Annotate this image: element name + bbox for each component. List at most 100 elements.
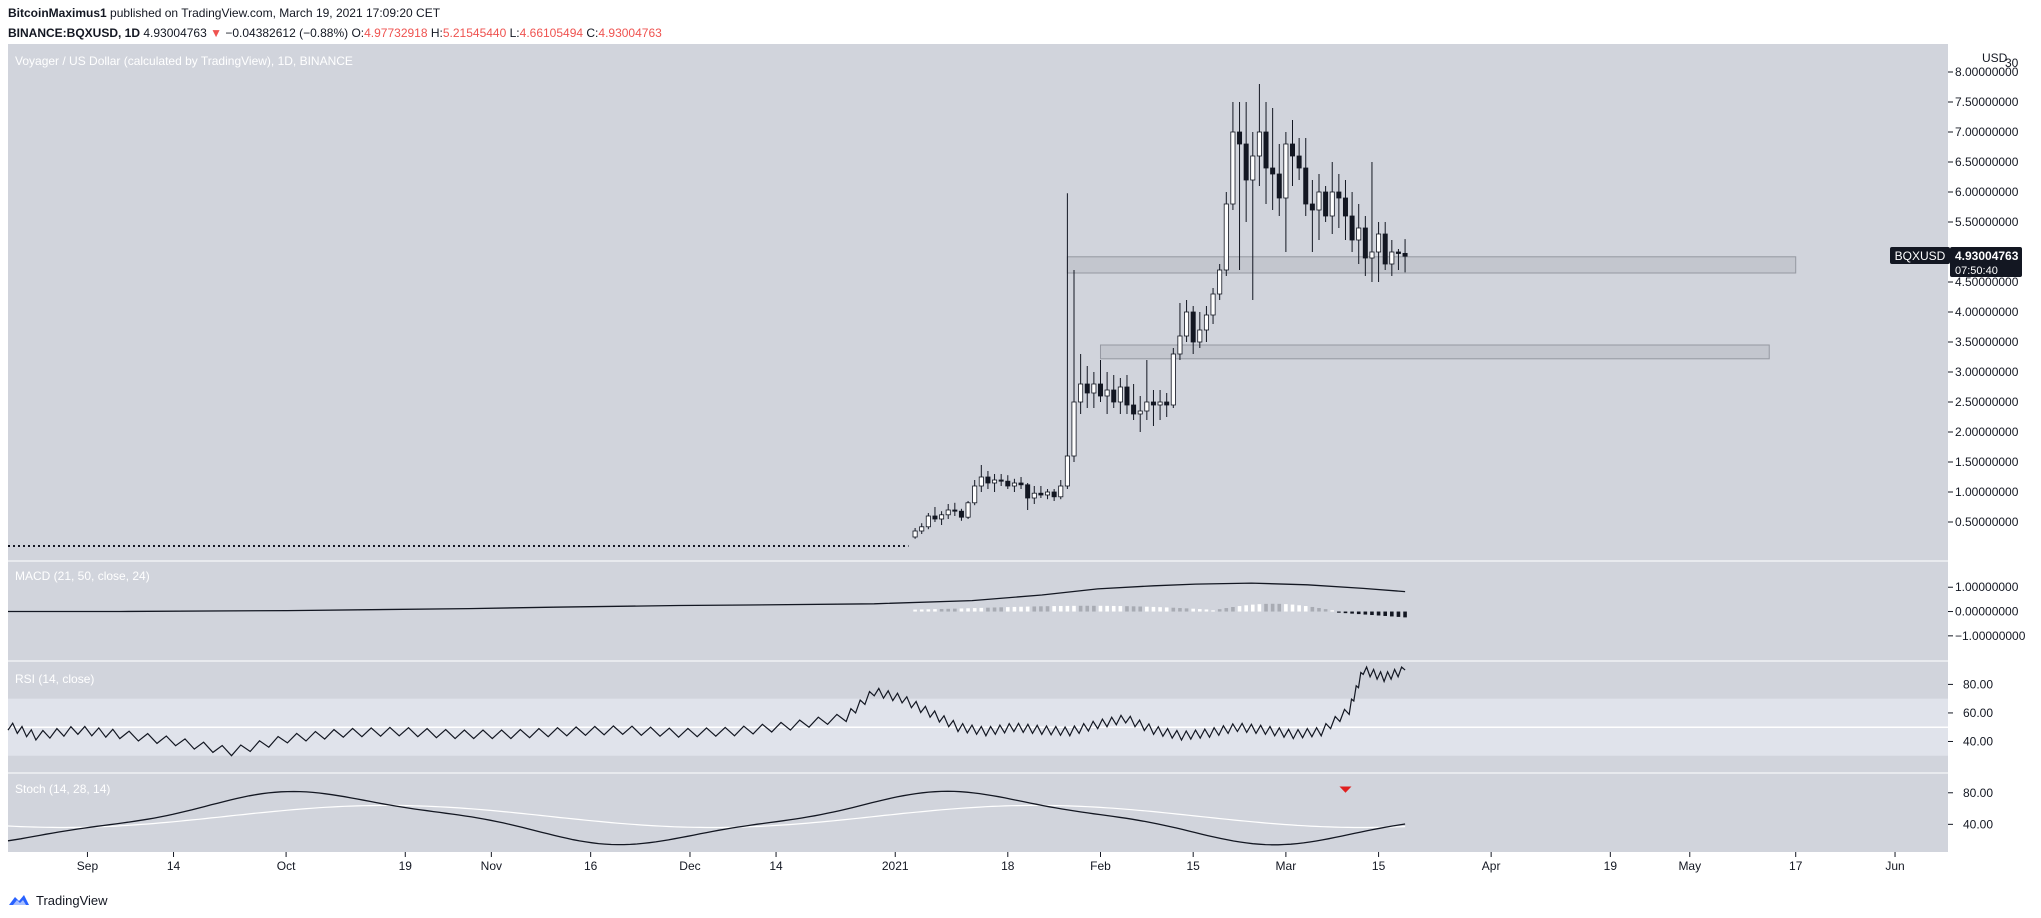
macd-histogram-bar (1105, 605, 1109, 612)
price-tick-label: 4.50000000 (1955, 275, 2019, 289)
bear-candle (1025, 484, 1031, 499)
macd-histogram-bar (1032, 606, 1037, 612)
price-tick-label: 6.50000000 (1955, 155, 2019, 169)
bull-candle (1091, 383, 1097, 394)
bull-candle (972, 485, 978, 504)
bull-candle (1329, 191, 1335, 217)
bull-candle (939, 514, 945, 520)
bull-candle (1230, 131, 1236, 205)
macd-histogram-bar (1072, 605, 1076, 612)
price-change: −0.04382612 (−0.88%) (225, 26, 349, 40)
stoch-tick-label: 40.00 (1963, 817, 1993, 831)
bull-candle (912, 530, 918, 538)
macd-histogram-bar (1237, 606, 1242, 612)
macd-histogram-bar (1390, 611, 1394, 617)
price-axis-background (1948, 44, 2041, 880)
bull-candle (1144, 401, 1150, 412)
price-tag-countdown: 07:50:40 (1955, 265, 1998, 277)
macd-histogram-bar (1191, 608, 1195, 612)
currency-scale: 30 (2005, 56, 2019, 70)
price-tick-label: 8.00000000 (1955, 65, 2019, 79)
currency-label: USD (1982, 51, 2008, 65)
bull-candle (978, 476, 984, 487)
bull-candle (1223, 203, 1229, 271)
bull-candle (1184, 311, 1190, 337)
macd-histogram-bar (1224, 608, 1229, 612)
bear-candle (1005, 480, 1011, 487)
bull-candle (1177, 335, 1183, 355)
macd-tick-label: 1.00000000 (1955, 580, 2019, 594)
macd-histogram-bar (1303, 606, 1308, 612)
macd-histogram-bar (992, 607, 997, 612)
macd-histogram-bar (1052, 606, 1056, 612)
macd-histogram-bar (1277, 603, 1282, 612)
chart-header: BitcoinMaximus1 published on TradingView… (8, 4, 662, 44)
price-tick-label: 1.50000000 (1955, 455, 2019, 469)
macd-histogram-bar (1264, 603, 1268, 612)
close-value: 4.93004763 (598, 26, 662, 40)
macd-histogram-bar (1184, 608, 1189, 612)
macd-histogram-bar (1151, 606, 1156, 612)
bear-candle (1084, 383, 1090, 394)
macd-histogram-bar (1270, 603, 1275, 612)
time-tick-label: 14 (167, 859, 181, 873)
low-label: L: (509, 26, 520, 40)
high-label: H: (430, 26, 443, 40)
macd-histogram-bar (1250, 604, 1255, 612)
price-tick-label: 7.50000000 (1955, 95, 2019, 109)
macd-histogram-bar (1065, 605, 1070, 612)
time-tick-label: 19 (399, 859, 413, 873)
macd-histogram-bar (1039, 606, 1043, 612)
bull-candle (1064, 455, 1070, 487)
macd-histogram-bar (1376, 611, 1381, 616)
macd-histogram-bar (1164, 607, 1169, 612)
bull-candle (1283, 143, 1289, 199)
rsi-tick-label: 40.00 (1963, 734, 1993, 748)
published-info: published on TradingView.com, March 19, … (110, 6, 441, 20)
macd-histogram-bar (1125, 606, 1129, 612)
time-tick-label: Nov (481, 859, 502, 873)
macd-histogram-bar (1370, 611, 1374, 616)
macd-histogram-bar (1383, 611, 1388, 616)
brand-name[interactable]: TradingView (36, 892, 108, 908)
macd-histogram-bar (1363, 611, 1368, 615)
macd-histogram-bar (1025, 606, 1030, 612)
bear-candle (958, 510, 964, 518)
price-tick-label: 2.50000000 (1955, 395, 2019, 409)
bear-candle (1097, 383, 1103, 397)
bear-candle (1190, 311, 1196, 343)
macd-histogram-bar (1244, 605, 1248, 612)
bear-candle (1111, 389, 1117, 403)
bear-candle (1270, 167, 1276, 175)
bear-candle (1349, 215, 1355, 241)
macd-histogram-bar (1092, 605, 1096, 612)
bear-candle (1342, 197, 1348, 217)
author-name[interactable]: BitcoinMaximus1 (8, 6, 107, 20)
macd-histogram-bar (926, 609, 931, 612)
macd-histogram-bar (1337, 611, 1341, 613)
support-zones (1066, 256, 1797, 360)
macd-histogram-bar (946, 608, 951, 612)
stoch-label: Stoch (14, 28, 14) (15, 782, 110, 796)
bear-candle (1402, 252, 1408, 257)
stoch-d-line (7, 804, 1406, 829)
bear-candle (1150, 401, 1156, 406)
macd-histogram-bar (979, 607, 984, 612)
time-tick-label: 15 (1372, 859, 1386, 873)
tradingview-logo-icon[interactable] (8, 893, 30, 907)
bull-candle (1170, 353, 1176, 406)
bull-candle (965, 502, 971, 518)
macd-histogram-bar (1396, 611, 1401, 617)
macd-histogram-bar (1343, 611, 1348, 614)
macd-histogram-bar (1330, 610, 1335, 612)
time-tick-label: 16 (584, 859, 598, 873)
stoch-indicator (7, 786, 1406, 846)
time-tick-label: 2021 (882, 859, 909, 873)
time-tick-label: 15 (1187, 859, 1201, 873)
macd-histogram-bar (1323, 609, 1328, 612)
bear-candle (1336, 191, 1342, 199)
bull-candle (1045, 491, 1051, 496)
macd-histogram-bar (1297, 605, 1301, 612)
macd-label: MACD (21, 50, close, 24) (15, 569, 150, 583)
